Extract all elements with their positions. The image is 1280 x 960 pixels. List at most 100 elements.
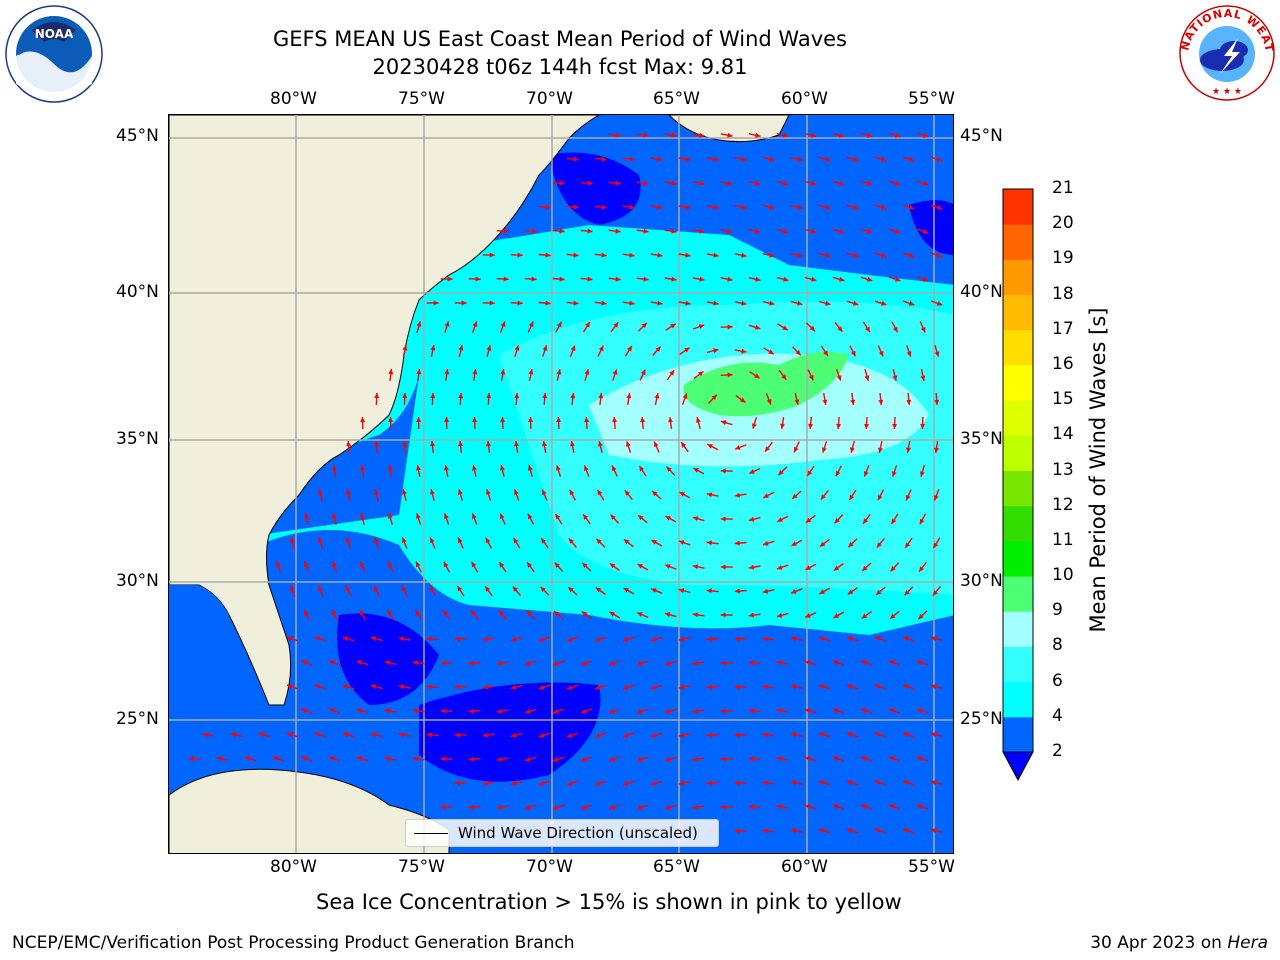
colorbar-swatch [1003,646,1033,683]
colorbar-label: Mean Period of Wind Waves [s] [1086,307,1110,633]
wave-direction-arrow-head [849,494,855,500]
wave-direction-arrow-head [880,156,887,162]
colorbar-tick-label: 9 [1052,600,1063,621]
wave-direction-arrow-head [528,321,534,328]
wave-direction-arrow-head [374,585,379,592]
wave-direction-arrow-head [567,637,573,642]
wave-direction-arrow-head [877,494,883,501]
wave-direction-arrow-head [629,300,635,306]
wave-direction-arrow-head [458,537,463,544]
wave-direction-arrow-head [792,493,798,499]
wave-direction-arrow-head [864,471,869,477]
wave-direction-arrow-head [734,684,740,690]
lon-label-top-55w: 55°W [908,89,955,109]
wave-direction-arrow-head [489,300,495,306]
wave-direction-arrow-head [482,684,488,690]
wave-direction-arrow-head [861,660,867,665]
wave-direction-arrow-head [908,156,915,162]
wave-direction-arrow-head [356,708,363,714]
wave-direction-arrow-head [643,228,649,234]
wave-direction-arrow-head [679,540,685,545]
wave-direction-arrow-head [623,636,629,642]
wave-direction-arrow-head [740,397,746,403]
wave-direction-arrow-head [315,636,321,641]
wave-direction-arrow-head [559,180,565,186]
wave-direction-arrow-head [720,708,726,714]
wave-direction-arrow-head [332,609,337,616]
wave-direction-arrow-head [664,612,671,618]
wave-direction-arrow-head [699,180,705,186]
wave-direction-arrow-head [699,228,705,234]
wave-direction-arrow-head [861,756,867,761]
wave-direction-arrow-head [430,537,435,544]
wave-direction-arrow-head [861,804,867,809]
wave-direction-arrow-head [684,347,690,353]
wave-direction-arrow-head [934,351,940,357]
wave-direction-arrow-head [685,300,691,306]
wave-direction-arrow-head [584,417,590,423]
noaa-logo-icon: NOAA [5,5,103,103]
wave-direction-arrow-head [805,565,811,570]
wave-direction-arrow-head [402,345,408,351]
wave-direction-arrow-head [230,732,237,738]
wave-direction-arrow-head [444,417,450,423]
machine-name: Hera [1227,933,1268,953]
wave-direction-arrow-head [847,780,853,785]
wave-direction-arrow-head [720,516,726,522]
wave-direction-arrow-head [528,369,534,375]
wave-direction-arrow-head [861,613,868,619]
wave-direction-arrow-head [513,537,519,544]
wave-direction-arrow-head [711,394,717,400]
wave-direction-arrow-head [412,660,418,666]
wave-direction-arrow-head [573,156,579,162]
wave-direction-arrow-head [482,636,488,642]
wave-direction-arrow-head [468,756,474,762]
wave-direction-arrow-head [290,585,295,591]
wave-direction-arrow-head [920,471,925,477]
wave-direction-arrow-head [346,537,351,543]
wave-direction-arrow-head [664,708,671,714]
wave-direction-arrow-head [640,417,646,423]
wave-direction-arrow-head [315,732,321,737]
wave-direction-arrow-head [825,300,831,306]
wave-direction-arrow-head [797,300,803,306]
wave-direction-arrow-head [835,470,841,477]
wave-direction-arrow-head [678,684,685,690]
wave-direction-arrow-head [839,180,845,186]
wave-direction-arrow-head [482,732,488,738]
wave-direction-arrow-head [636,804,643,810]
colorbar-tick-label: 17 [1052,318,1074,339]
colorbar-tick-label: 11 [1052,529,1074,550]
wave-direction-arrow-head [202,732,208,738]
wave-direction-arrow-head [713,252,719,258]
wave-direction-arrow-head [904,590,910,596]
wave-direction-arrow-head [727,180,733,186]
colorbar-tick-label: 10 [1052,565,1074,586]
wave-direction-arrow-head [818,732,825,738]
wave-direction-arrow-head [629,156,635,162]
wave-direction-arrow-head [734,540,740,546]
wave-direction-arrow-head [384,708,391,714]
wave-direction-arrow-head [778,469,784,476]
wave-direction-arrow-head [623,684,629,690]
wave-direction-arrow-head [822,447,827,453]
wave-direction-arrow-head [692,660,698,666]
wave-direction-arrow-head [668,417,673,423]
colorbar-swatch [1003,505,1033,542]
lon-label-top-65w: 65°W [653,89,700,109]
wave-period-map [169,115,953,853]
wave-direction-arrow-head [343,732,349,738]
colorbar-swatch [1003,681,1033,718]
wave-direction-arrow-head [359,609,365,616]
wave-direction-arrow-head [416,513,421,519]
wave-direction-arrow-head [692,756,698,762]
wave-direction-arrow-head [894,228,901,234]
legend-label: Wind Wave Direction (unscaled) [458,824,698,842]
wave-direction-arrow-head [416,417,422,423]
wave-direction-arrow-head [936,253,943,258]
wave-direction-arrow-head [671,228,677,234]
wave-direction-arrow-head [601,204,607,210]
wave-direction-arrow-head [671,132,677,138]
wave-direction-arrow-head [554,562,560,568]
wave-direction-arrow-head [517,252,523,258]
